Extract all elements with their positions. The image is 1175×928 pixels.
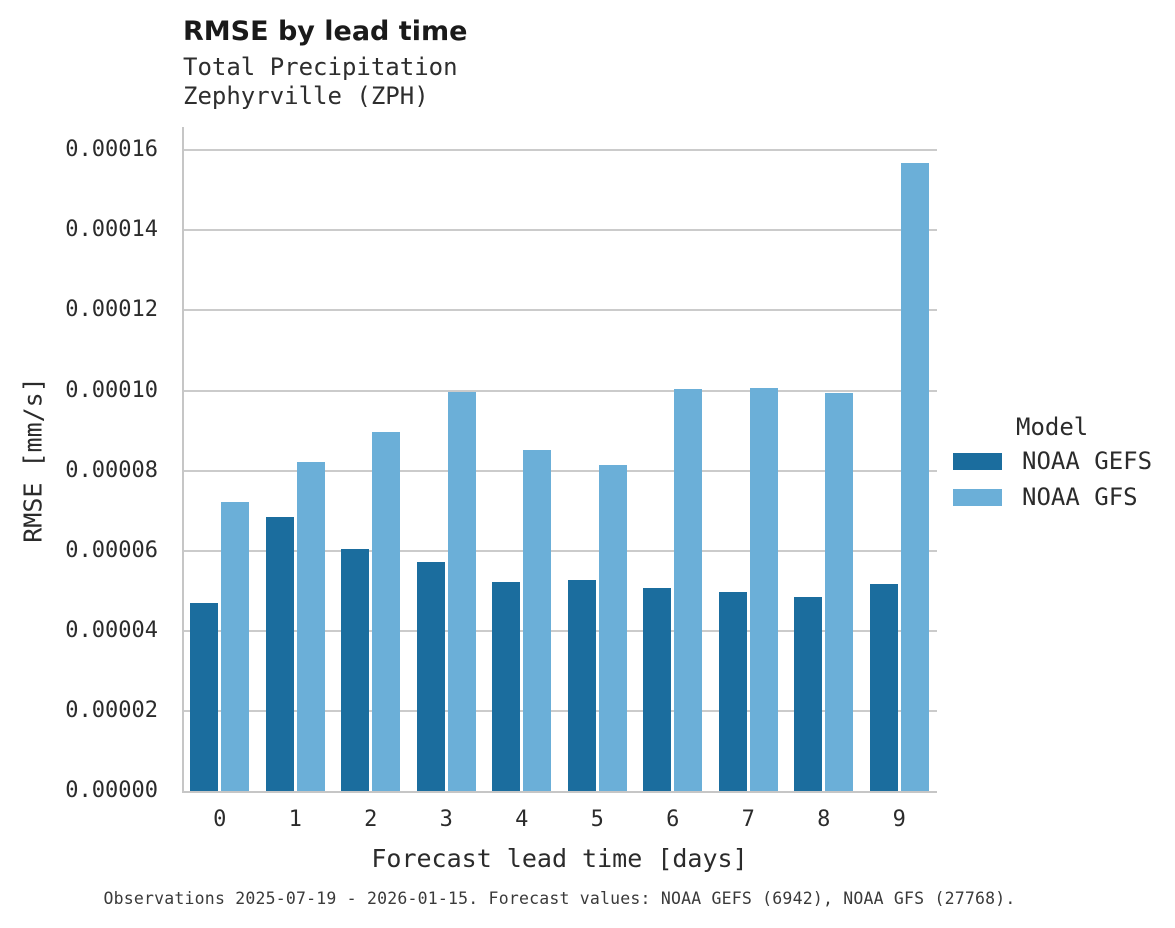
y-tick-label: 0.00002 xyxy=(65,697,158,723)
left-axis-spine xyxy=(182,127,184,793)
y-tick-label: 0.00014 xyxy=(65,217,158,243)
x-tick-label: 0 xyxy=(213,807,227,832)
y-tick-label: 0.00016 xyxy=(65,137,158,163)
bar-noaa-gefs-lead-2 xyxy=(341,548,370,791)
legend-entry-label: NOAA GFS xyxy=(1022,483,1138,511)
subtitle-line-2: Zephyrville (ZPH) xyxy=(183,82,429,110)
y-tick-label: 0.00012 xyxy=(65,297,158,323)
y-tick-label: 0.00008 xyxy=(65,457,158,483)
y-tick-label: 0.00010 xyxy=(65,377,158,403)
bar-group-lead-0 xyxy=(182,127,258,791)
bar-noaa-gfs-lead-0 xyxy=(221,501,250,791)
bar-noaa-gefs-lead-0 xyxy=(190,602,219,791)
bar-noaa-gefs-lead-3 xyxy=(416,561,445,791)
legend-swatch-icon xyxy=(953,452,1002,470)
bar-group-lead-8 xyxy=(786,127,862,791)
bar-noaa-gfs-lead-6 xyxy=(674,389,703,791)
legend-swatch-icon xyxy=(953,488,1002,506)
gridline xyxy=(182,229,937,232)
subtitle-line-1: Total Precipitation xyxy=(183,53,458,81)
bar-noaa-gefs-lead-1 xyxy=(265,516,294,791)
chart-subtitle: Total Precipitation Zephyrville (ZPH) xyxy=(183,53,467,111)
x-axis-title: Forecast lead time [days] xyxy=(371,844,748,873)
bar-noaa-gefs-lead-9 xyxy=(869,584,898,791)
legend-entry-label: NOAA GEFS xyxy=(1022,447,1153,475)
x-tick-label: 7 xyxy=(741,807,755,832)
legend: Model NOAA GEFS NOAA GFS xyxy=(945,412,1152,514)
x-tick-label: 2 xyxy=(364,807,378,832)
gridline xyxy=(182,709,937,712)
bar-noaa-gefs-lead-4 xyxy=(492,581,521,791)
chart-header: RMSE by lead time Total Precipitation Ze… xyxy=(183,16,467,111)
bar-noaa-gfs-lead-4 xyxy=(523,449,552,791)
gridline xyxy=(182,549,937,552)
gridline xyxy=(182,149,937,152)
x-tick-label: 4 xyxy=(515,807,529,832)
bar-group-lead-1 xyxy=(258,127,334,791)
bar-noaa-gfs-lead-3 xyxy=(447,392,476,791)
gridline xyxy=(182,469,937,472)
bar-noaa-gefs-lead-5 xyxy=(567,579,596,791)
bar-noaa-gefs-lead-6 xyxy=(643,588,672,791)
bar-noaa-gfs-lead-2 xyxy=(372,431,401,791)
bar-groups xyxy=(182,127,937,791)
footer-caption: Observations 2025-07-19 - 2026-01-15. Fo… xyxy=(103,889,1016,908)
bar-group-lead-7 xyxy=(711,127,787,791)
legend-entry: NOAA GFS xyxy=(945,480,1152,514)
x-tick-labels: 0 1 2 3 4 5 6 7 8 9 xyxy=(182,807,937,832)
x-tick-label: 3 xyxy=(439,807,453,832)
bar-noaa-gfs-lead-1 xyxy=(296,462,325,791)
bar-group-lead-2 xyxy=(333,127,409,791)
bar-group-lead-3 xyxy=(409,127,485,791)
y-tick-label: 0.00000 xyxy=(65,778,158,803)
gridline xyxy=(182,309,937,312)
bar-group-lead-5 xyxy=(560,127,636,791)
plot-area xyxy=(182,127,937,793)
x-tick-label: 6 xyxy=(666,807,680,832)
x-tick-label: 1 xyxy=(288,807,302,832)
bottom-axis-spine xyxy=(182,791,937,793)
x-tick-label: 9 xyxy=(892,807,906,832)
bar-noaa-gefs-lead-8 xyxy=(794,597,823,791)
gridline xyxy=(182,629,937,632)
bar-group-lead-4 xyxy=(484,127,560,791)
legend-title: Model xyxy=(1016,413,1089,441)
bar-group-lead-9 xyxy=(862,127,938,791)
x-tick-label: 5 xyxy=(590,807,604,832)
legend-entry: NOAA GEFS xyxy=(945,444,1152,478)
y-tick-label: 0.00004 xyxy=(65,617,158,643)
legend-entries: NOAA GEFS NOAA GFS xyxy=(945,444,1152,514)
bar-noaa-gfs-lead-9 xyxy=(900,162,929,791)
gridline xyxy=(182,389,937,392)
bar-noaa-gefs-lead-7 xyxy=(718,592,747,791)
bar-noaa-gfs-lead-5 xyxy=(598,465,627,791)
bar-group-lead-6 xyxy=(635,127,711,791)
bar-noaa-gfs-lead-8 xyxy=(825,393,854,791)
bar-noaa-gfs-lead-7 xyxy=(749,388,778,791)
y-tick-label: 0.00006 xyxy=(65,537,158,563)
x-tick-label: 8 xyxy=(817,807,831,832)
y-axis-title: RMSE [mm/s] xyxy=(18,377,48,543)
chart-title: RMSE by lead time xyxy=(183,16,468,47)
